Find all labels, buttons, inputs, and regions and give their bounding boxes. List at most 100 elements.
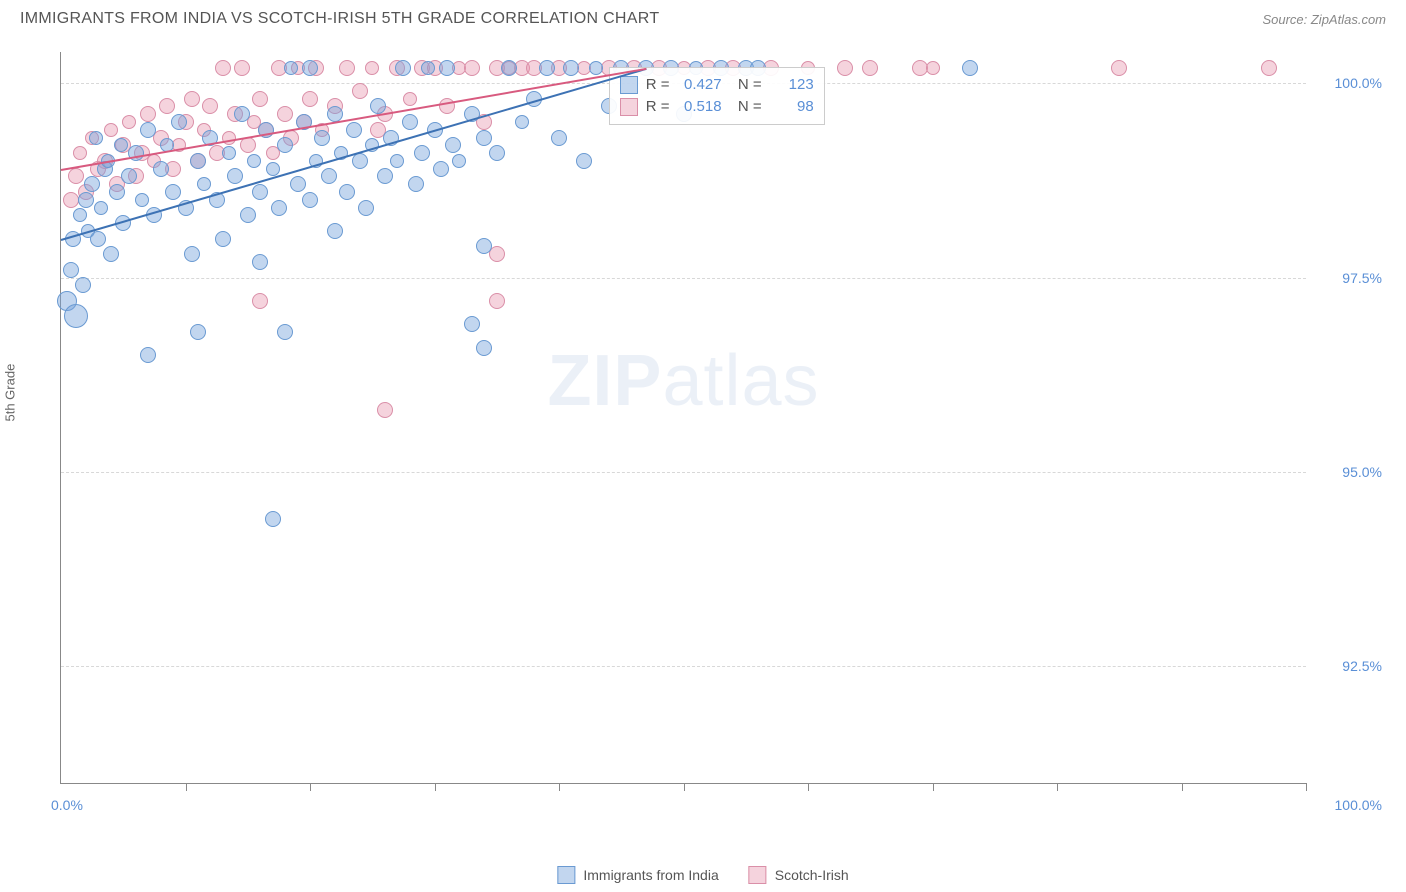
- scatter-point: [265, 511, 281, 527]
- scatter-point: [321, 168, 337, 184]
- scatter-point: [302, 192, 318, 208]
- scatter-point: [140, 122, 156, 138]
- legend-item: Immigrants from India: [557, 866, 718, 884]
- chart-title: IMMIGRANTS FROM INDIA VS SCOTCH-IRISH 5T…: [20, 10, 659, 28]
- scatter-point: [576, 153, 592, 169]
- y-axis-label: 5th Grade: [3, 364, 18, 422]
- scatter-point: [252, 293, 268, 309]
- y-tick-label: 92.5%: [1342, 658, 1382, 674]
- scatter-point: [227, 168, 243, 184]
- scatter-point: [302, 91, 318, 107]
- legend-swatch: [557, 866, 575, 884]
- scatter-point: [421, 61, 435, 75]
- scatter-point: [837, 60, 853, 76]
- scatter-point: [1111, 60, 1127, 76]
- scatter-point: [339, 60, 355, 76]
- scatter-point: [104, 123, 118, 137]
- scatter-point: [352, 83, 368, 99]
- scatter-point: [234, 106, 250, 122]
- scatter-point: [63, 192, 79, 208]
- scatter-point: [452, 154, 466, 168]
- scatter-point: [390, 154, 404, 168]
- scatter-point: [464, 316, 480, 332]
- scatter-point: [290, 176, 306, 192]
- scatter-point: [184, 246, 200, 262]
- scatter-point: [68, 168, 84, 184]
- scatter-point: [135, 193, 149, 207]
- scatter-point: [184, 91, 200, 107]
- stats-legend: R =0.427 N =123R =0.518 N =98: [609, 67, 825, 125]
- scatter-point: [314, 130, 330, 146]
- scatter-point: [153, 161, 169, 177]
- y-tick-label: 97.5%: [1342, 270, 1382, 286]
- y-tick-label: 100.0%: [1335, 75, 1382, 91]
- x-min-label: 0.0%: [51, 797, 83, 813]
- scatter-point: [89, 131, 103, 145]
- scatter-point: [73, 208, 87, 222]
- scatter-point: [445, 137, 461, 153]
- scatter-point: [240, 207, 256, 223]
- x-tick-mark: [1182, 783, 1183, 791]
- scatter-point: [327, 223, 343, 239]
- scatter-point: [190, 324, 206, 340]
- x-tick-mark: [186, 783, 187, 791]
- scatter-point: [365, 61, 379, 75]
- scatter-point: [78, 192, 94, 208]
- scatter-point: [358, 200, 374, 216]
- scatter-point: [64, 304, 88, 328]
- scatter-point: [346, 122, 362, 138]
- scatter-point: [114, 138, 128, 152]
- x-tick-mark: [310, 783, 311, 791]
- scatter-point: [402, 114, 418, 130]
- scatter-point: [271, 200, 287, 216]
- scatter-point: [140, 347, 156, 363]
- scatter-point: [234, 60, 250, 76]
- scatter-point: [277, 137, 293, 153]
- scatter-point: [121, 168, 137, 184]
- scatter-point: [63, 262, 79, 278]
- stats-legend-row: R =0.518 N =98: [620, 96, 814, 118]
- scatter-point: [202, 98, 218, 114]
- scatter-point: [489, 145, 505, 161]
- scatter-point: [926, 61, 940, 75]
- stats-legend-row: R =0.427 N =123: [620, 74, 814, 96]
- legend-label: Immigrants from India: [583, 867, 718, 883]
- bottom-legend: Immigrants from India Scotch-Irish: [557, 866, 848, 884]
- scatter-point: [515, 115, 529, 129]
- scatter-point: [476, 130, 492, 146]
- scatter-point: [862, 60, 878, 76]
- scatter-point: [215, 231, 231, 247]
- scatter-point: [476, 238, 492, 254]
- x-max-label: 100.0%: [1335, 797, 1382, 813]
- scatter-point: [122, 115, 136, 129]
- scatter-point: [962, 60, 978, 76]
- scatter-point: [222, 146, 236, 160]
- scatter-point: [464, 60, 480, 76]
- gridline: [61, 666, 1306, 667]
- scatter-point: [73, 146, 87, 160]
- scatter-point: [277, 106, 293, 122]
- chart-container: 5th Grade ZIPatlas 92.5%95.0%97.5%100.0%…: [60, 34, 1386, 814]
- scatter-point: [247, 154, 261, 168]
- x-tick-mark: [559, 783, 560, 791]
- x-tick-mark: [684, 783, 685, 791]
- gridline: [61, 472, 1306, 473]
- legend-item: Scotch-Irish: [749, 866, 849, 884]
- scatter-point: [84, 176, 100, 192]
- legend-swatch: [620, 98, 638, 116]
- scatter-point: [439, 60, 455, 76]
- scatter-point: [489, 293, 505, 309]
- scatter-point: [377, 168, 393, 184]
- scatter-point: [252, 91, 268, 107]
- scatter-point: [252, 184, 268, 200]
- legend-swatch: [749, 866, 767, 884]
- scatter-point: [414, 145, 430, 161]
- scatter-point: [266, 162, 280, 176]
- watermark: ZIPatlas: [547, 340, 819, 422]
- x-tick-mark: [933, 783, 934, 791]
- scatter-point: [90, 231, 106, 247]
- scatter-point: [395, 60, 411, 76]
- scatter-point: [109, 184, 125, 200]
- scatter-point: [277, 324, 293, 340]
- scatter-point: [539, 60, 555, 76]
